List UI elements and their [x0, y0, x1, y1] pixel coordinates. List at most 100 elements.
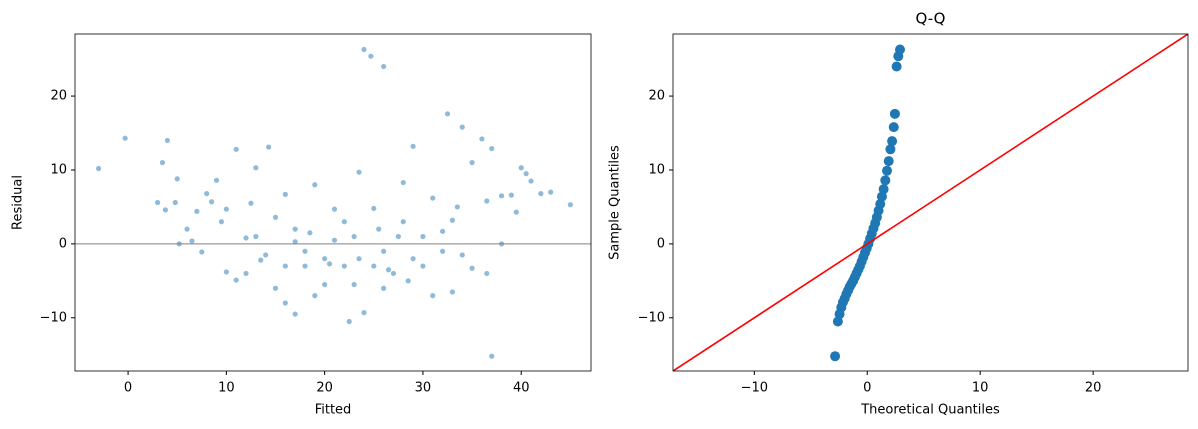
- point: [282, 300, 288, 306]
- y-tick-label: −10: [40, 310, 67, 325]
- point: [368, 53, 374, 59]
- point: [889, 108, 900, 119]
- point: [361, 310, 367, 316]
- point: [439, 228, 446, 234]
- x-tick-label: 10: [218, 381, 235, 396]
- point: [410, 143, 416, 149]
- point: [174, 176, 180, 182]
- point: [266, 144, 272, 150]
- point: [233, 277, 239, 283]
- point: [243, 235, 249, 241]
- plot-area: [75, 46, 591, 359]
- plot-area: [673, 34, 1188, 371]
- point: [172, 199, 178, 206]
- x-tick-label: −10: [741, 381, 768, 396]
- point: [449, 289, 456, 295]
- x-tick-label: 20: [1085, 381, 1102, 396]
- point: [371, 263, 377, 269]
- point: [199, 249, 205, 255]
- point: [508, 192, 514, 198]
- point: [518, 165, 524, 171]
- point: [420, 263, 426, 269]
- point: [410, 256, 416, 262]
- point: [122, 135, 128, 141]
- point: [882, 165, 893, 176]
- point: [312, 182, 318, 188]
- point: [331, 206, 338, 212]
- point: [341, 219, 347, 225]
- point: [439, 248, 446, 254]
- point: [381, 63, 387, 70]
- point: [331, 237, 338, 243]
- point: [189, 238, 195, 244]
- point: [302, 263, 308, 269]
- point: [361, 46, 367, 53]
- y-tick-label: 20: [50, 89, 67, 104]
- point: [880, 175, 891, 186]
- point: [292, 311, 298, 317]
- y-tick-label: 10: [648, 162, 665, 177]
- point: [895, 44, 906, 55]
- point: [307, 230, 313, 236]
- point: [385, 267, 392, 273]
- point: [469, 265, 475, 271]
- point: [381, 285, 387, 291]
- point: [400, 219, 406, 225]
- x-tick-label: 40: [513, 381, 530, 396]
- point: [341, 263, 347, 269]
- point: [484, 198, 490, 204]
- point: [538, 191, 544, 197]
- point: [888, 122, 899, 133]
- point: [430, 293, 436, 299]
- point: [326, 261, 333, 267]
- point: [223, 269, 229, 275]
- point: [351, 281, 357, 288]
- y-axis-label: Sample Quantiles: [608, 145, 623, 260]
- y-tick-label: 20: [648, 89, 665, 104]
- point: [233, 146, 239, 152]
- point: [400, 179, 406, 186]
- axes-frame: [74, 33, 592, 372]
- point: [162, 207, 169, 213]
- point: [223, 206, 229, 212]
- point: [381, 248, 387, 254]
- point: [479, 136, 485, 142]
- point: [322, 281, 328, 288]
- point: [523, 171, 529, 177]
- point: [891, 61, 902, 72]
- point: [159, 159, 166, 166]
- x-axis-label: Fitted: [315, 403, 352, 418]
- chart-title: Q-Q: [916, 10, 946, 28]
- y-tick-label: 0: [59, 236, 67, 251]
- point: [218, 219, 225, 225]
- point: [248, 200, 254, 206]
- point: [282, 263, 288, 269]
- x-tick-label: 0: [124, 381, 132, 396]
- point: [184, 226, 190, 232]
- reference-line: [673, 34, 1188, 371]
- point: [390, 270, 397, 277]
- point: [449, 217, 456, 223]
- x-tick-label: 20: [316, 381, 333, 396]
- point: [489, 145, 495, 152]
- point: [454, 204, 460, 210]
- point: [513, 209, 519, 215]
- point: [878, 184, 889, 195]
- point: [346, 318, 352, 325]
- point: [469, 159, 475, 166]
- point: [282, 191, 288, 197]
- point: [489, 353, 495, 359]
- point: [253, 165, 259, 171]
- point: [356, 256, 362, 262]
- y-tick-label: −10: [638, 310, 665, 325]
- point: [253, 233, 259, 240]
- point: [459, 124, 465, 130]
- point: [885, 144, 896, 155]
- point: [322, 256, 328, 262]
- point: [243, 270, 249, 277]
- y-tick-label: 0: [657, 236, 665, 251]
- point: [371, 205, 377, 212]
- y-tick-label: 10: [50, 162, 67, 177]
- point: [302, 248, 308, 254]
